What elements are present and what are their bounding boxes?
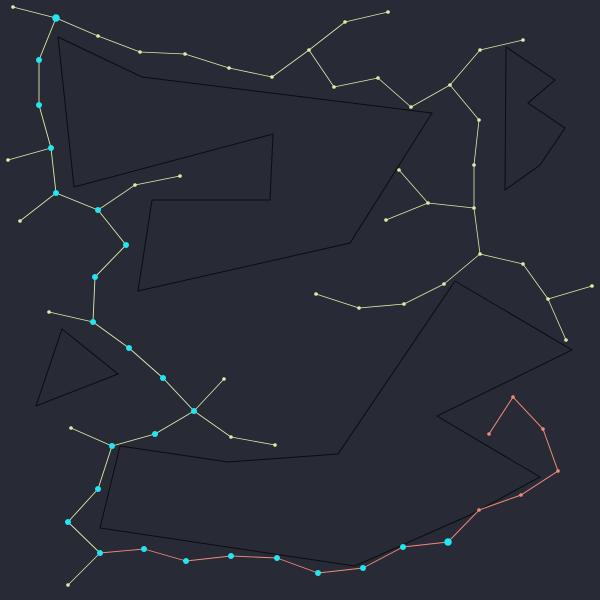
goal-branch-node xyxy=(541,427,545,431)
tree-node xyxy=(409,105,413,109)
tree-node xyxy=(11,5,15,9)
tree-node xyxy=(69,426,73,430)
tree-node xyxy=(222,377,226,381)
tree-node xyxy=(96,34,100,38)
solution-path-node xyxy=(152,431,158,437)
solution-path-node xyxy=(109,443,115,449)
solution-path-node xyxy=(183,558,189,564)
solution-path-node xyxy=(53,190,59,196)
tree-node xyxy=(18,219,22,223)
tree-node xyxy=(270,75,274,79)
tree-node xyxy=(521,262,525,266)
solution-path-node xyxy=(92,274,98,280)
solution-path-node xyxy=(160,375,166,381)
tree-node xyxy=(472,206,476,210)
tree-node xyxy=(66,583,70,587)
solution-path-node xyxy=(228,553,234,559)
solution-path-node xyxy=(400,544,406,550)
tree-node xyxy=(229,435,233,439)
solution-path-node xyxy=(97,550,103,556)
tree-node xyxy=(384,218,388,222)
solution-path-node xyxy=(315,570,321,576)
tree-node xyxy=(227,66,231,70)
goal-branch-node xyxy=(511,395,515,399)
start-node xyxy=(52,14,60,22)
goal-branch-node xyxy=(556,469,560,473)
tree-node xyxy=(386,10,390,14)
tree-node xyxy=(357,306,361,310)
goal-branch-node xyxy=(477,508,481,512)
solution-path-node xyxy=(123,242,129,248)
tree-node xyxy=(307,48,311,52)
tree-node xyxy=(314,292,318,296)
tree-node xyxy=(426,201,430,205)
tree-node xyxy=(183,52,187,56)
tree-node xyxy=(397,168,401,172)
tree-node xyxy=(138,50,142,54)
tree-node xyxy=(133,183,137,187)
solution-path-node xyxy=(191,408,197,414)
solution-path-node xyxy=(141,546,147,552)
tree-node xyxy=(376,76,380,80)
tree-node xyxy=(273,443,277,447)
path-end-node xyxy=(444,538,452,546)
tree-node xyxy=(178,174,182,178)
tree-node xyxy=(590,284,594,288)
tree-node xyxy=(332,85,336,89)
tree-node xyxy=(478,252,482,256)
tree-node xyxy=(402,302,406,306)
goal-branch-node xyxy=(519,493,523,497)
solution-path-node xyxy=(126,345,132,351)
tree-node xyxy=(47,310,51,314)
solution-path-node xyxy=(90,319,96,325)
tree-node xyxy=(546,297,550,301)
tree-node xyxy=(564,338,568,342)
solution-path-node xyxy=(360,565,366,571)
tree-node xyxy=(343,20,347,24)
tree-node xyxy=(521,38,525,42)
tree-node xyxy=(448,83,452,87)
solution-path-node xyxy=(95,207,101,213)
solution-path-node xyxy=(36,57,42,63)
solution-path-node xyxy=(48,145,54,151)
solution-path-node xyxy=(65,519,71,525)
tree-node xyxy=(477,118,481,122)
goal-branch-node xyxy=(487,432,491,436)
tree-node xyxy=(478,48,482,52)
solution-path-node xyxy=(36,102,42,108)
solution-path-node xyxy=(95,486,101,492)
tree-node xyxy=(442,282,446,286)
tree-node xyxy=(472,163,476,167)
solution-path-node xyxy=(274,555,280,561)
tree-node xyxy=(6,158,10,162)
